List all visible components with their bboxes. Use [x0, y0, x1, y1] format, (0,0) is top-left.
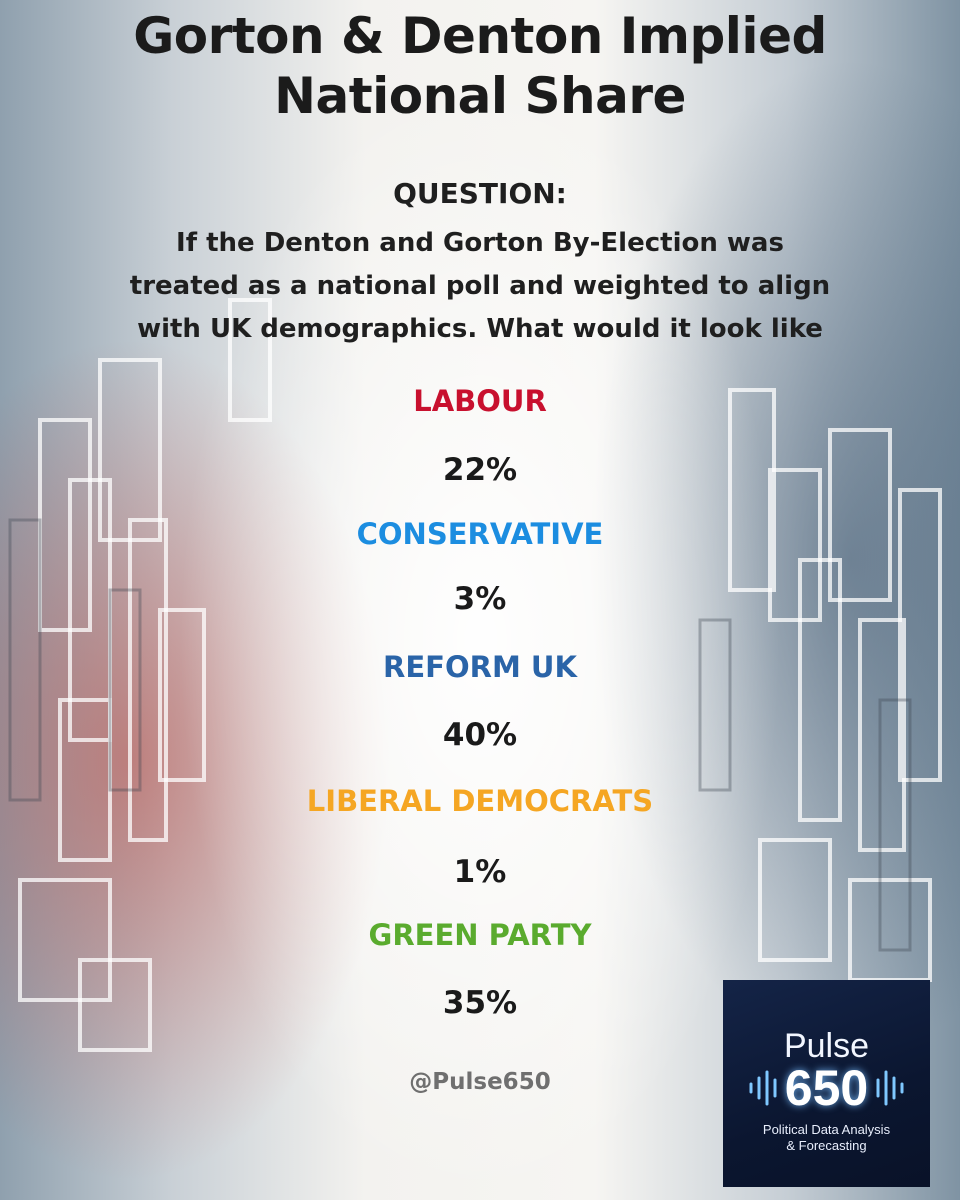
logo-tagline-2: & Forecasting	[786, 1138, 867, 1153]
logo-tagline-1: Political Data Analysis	[762, 1122, 891, 1137]
pulse650-logo: Pulse 650 Political Data Analysis & Fore…	[723, 980, 930, 1187]
logo-number: 650	[784, 1060, 869, 1116]
title-line-2: National Share	[274, 67, 686, 125]
party-share-liberal-democrats: 1%	[453, 854, 507, 890]
party-name-reform-uk: REFORM UK	[383, 650, 577, 684]
page-title: Gorton & Denton Implied National Share	[0, 6, 960, 126]
party-share-green-party: 35%	[442, 985, 518, 1021]
question-line-2: treated as a national poll and weighted …	[129, 271, 831, 301]
party-share-reform-uk: 40%	[442, 717, 518, 753]
party-share-labour: 22%	[442, 452, 518, 488]
question-text: If the Denton and Gorton By-Election was…	[80, 222, 880, 351]
party-name-conservative: CONSERVATIVE	[356, 517, 604, 551]
sound-wave-right-icon	[876, 1070, 904, 1106]
party-name-labour: LABOUR	[413, 384, 547, 418]
question-line-1: If the Denton and Gorton By-Election was	[176, 228, 784, 258]
social-handle: @Pulse650	[409, 1069, 551, 1095]
question-line-3: with UK demographics. What would it look…	[137, 314, 823, 344]
party-name-green-party: GREEN PARTY	[368, 918, 592, 952]
sound-wave-left-icon	[749, 1070, 777, 1106]
party-name-liberal-democrats: LIBERAL DEMOCRATS	[306, 784, 654, 818]
party-share-conservative: 3%	[453, 581, 507, 617]
title-line-1: Gorton & Denton Implied	[133, 7, 827, 65]
question-label: QUESTION:	[393, 177, 567, 210]
logo-word: Pulse	[783, 1027, 870, 1065]
